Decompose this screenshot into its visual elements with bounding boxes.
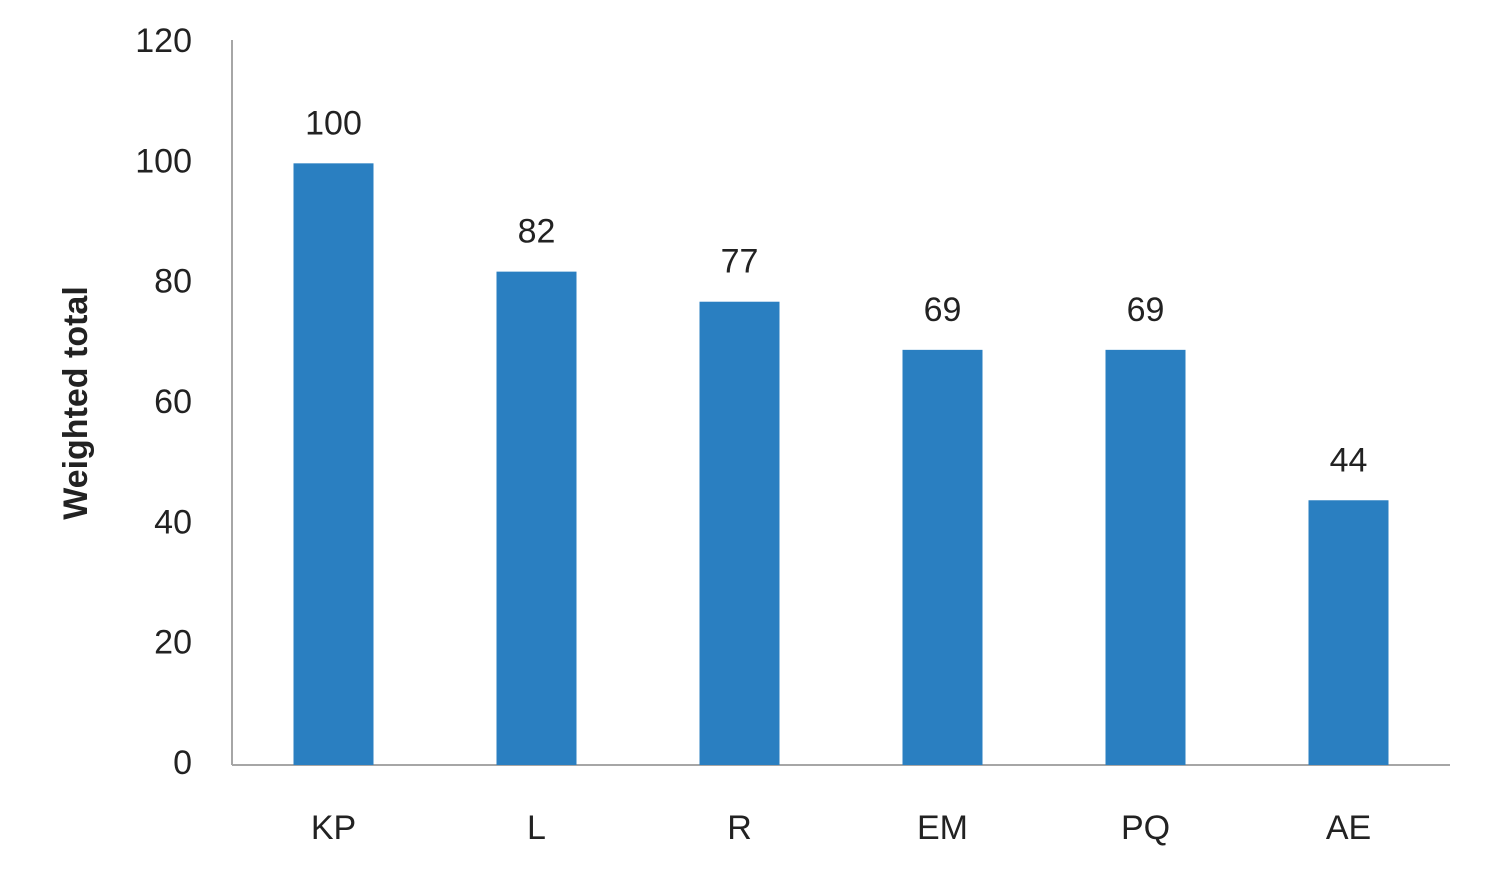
data-label: 69 — [1127, 291, 1165, 329]
bar — [293, 163, 374, 766]
x-tick-label: R — [727, 809, 752, 847]
data-label: 69 — [924, 291, 962, 329]
x-tick-label: AE — [1326, 809, 1371, 847]
data-label: 44 — [1330, 441, 1368, 479]
bar — [1105, 349, 1186, 765]
x-tick-label: L — [527, 809, 546, 847]
data-label: 100 — [305, 104, 362, 142]
y-tick-label: 80 — [154, 263, 192, 301]
bar — [496, 271, 577, 765]
y-tick-label: 0 — [173, 744, 192, 782]
x-tick-label: PQ — [1121, 809, 1170, 847]
y-axis-label: Weighted total — [57, 286, 95, 520]
y-tick-label: 40 — [154, 503, 192, 541]
data-label: 82 — [518, 213, 556, 251]
y-tick-label: 100 — [135, 142, 192, 180]
bar — [902, 349, 983, 765]
x-tick-label: KP — [311, 809, 356, 847]
data-label: 77 — [721, 243, 759, 281]
bar — [699, 301, 780, 765]
y-tick-label: 20 — [154, 624, 192, 662]
x-tick-label: EM — [917, 809, 968, 847]
y-tick-label: 120 — [135, 22, 192, 60]
bar — [1308, 500, 1389, 765]
y-tick-label: 60 — [154, 383, 192, 421]
